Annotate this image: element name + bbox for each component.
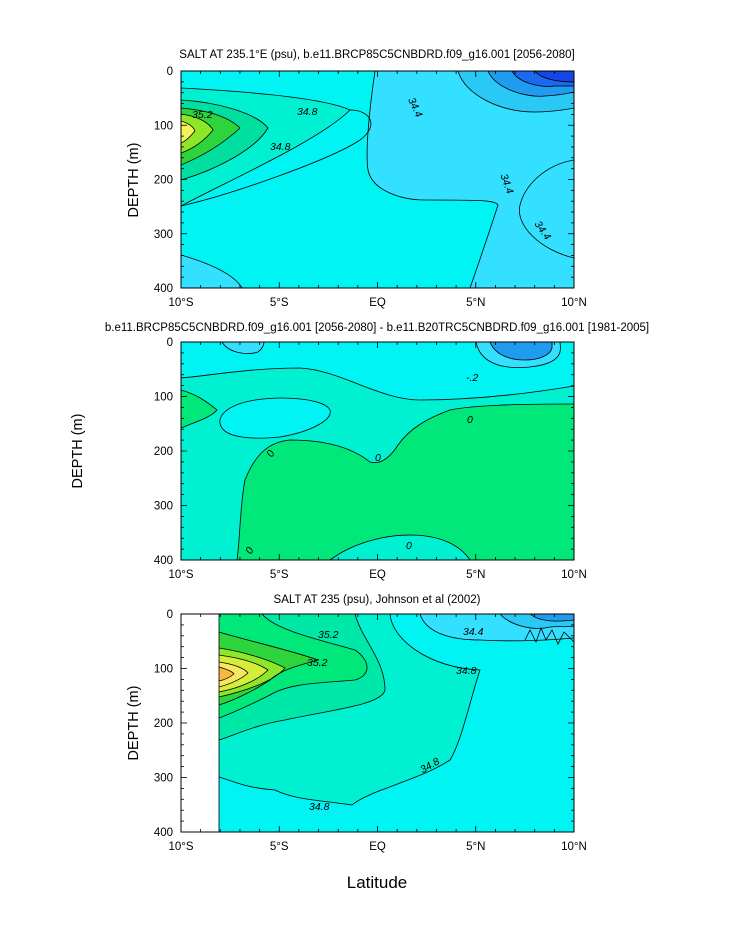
panel-1-ytick-label: 0 (167, 66, 173, 78)
panel-2-title: b.e11.BRCP85C5CNBDRD.f09_g16.001 [2056-2… (105, 322, 649, 334)
panel-3-xtick-label: 10°S (168, 841, 193, 853)
panel-2-ytick-label: 100 (154, 392, 173, 404)
panel-2-xtick-label: 5°N (466, 569, 485, 581)
panel-2-ytick-label: 0 (167, 337, 173, 349)
panel-1-xtick-label: 10°S (168, 297, 193, 309)
panel-2-ylabel: DEPTH (m) (70, 414, 86, 489)
panel-1-xtick-label: EQ (369, 297, 386, 309)
panel-3-clabel-3: 34.8 (456, 665, 477, 677)
panel-2-ytick-label: 300 (154, 501, 173, 513)
panel-3-plot-area: 35.2 35.2 34.4 34.8 34.8 34.8 (181, 614, 574, 832)
panel-2-clabel-3: 0 (375, 452, 381, 464)
panel-1-ytick-label: 100 (154, 120, 173, 132)
panel-1-ylabel: DEPTH (m) (126, 143, 142, 218)
panel-1-ytick-label: 300 (154, 229, 173, 241)
panel-1-clabel-0: 35.2 (192, 109, 213, 121)
panel-1-clabel-2: 34.8 (270, 141, 291, 153)
panel-3-ytick-label: 100 (154, 664, 173, 676)
panel-2-plot-area: -.2 0 0 0 0 0 (181, 342, 574, 560)
panel-1-clabel-1: 34.8 (297, 106, 318, 118)
panel-1-title: SALT AT 235.1°E (psu), b.e11.BRCP85C5CNB… (179, 49, 574, 61)
panel-3-xtick-label: 5°S (270, 841, 289, 853)
panel-2-clabel-1: 0 (467, 414, 473, 426)
panel-3-clabel-1: 35.2 (307, 657, 328, 669)
panel-1-xtick-label: 5°S (270, 297, 289, 309)
panel-3-xtick-label: EQ (369, 841, 386, 853)
panel-3-clabel-0: 35.2 (318, 629, 339, 641)
panel-1-xtick-label: 10°N (561, 297, 587, 309)
panel-3-ytick-label: 300 (154, 773, 173, 785)
panel-2-ytick-label: 200 (154, 446, 173, 458)
panel-3-ytick-label: 400 (154, 827, 173, 839)
panel-2-clabel-5: 0 (406, 540, 412, 552)
panel-2-xtick-label: 10°S (168, 569, 193, 581)
panel-3-title: SALT AT 235 (psu), Johnson et al (2002) (274, 594, 481, 606)
panel-3-clabel-5: 34.8 (309, 801, 330, 813)
panel-2-xtick-label: EQ (369, 569, 386, 581)
panel-3-ytick-label: 200 (154, 718, 173, 730)
figure-canvas: 35.2 34.8 34.8 34.4 34.4 34.4 -.2 (0, 0, 733, 945)
panel-3-clabel-2: 34.4 (463, 626, 484, 638)
panel-3-ytick-label: 0 (167, 609, 173, 621)
panel-2-xtick-label: 10°N (561, 569, 587, 581)
panel-1-plot-area: 35.2 34.8 34.8 34.4 34.4 34.4 (181, 71, 574, 288)
panel-1-xtick-label: 5°N (466, 297, 485, 309)
panel-1-ytick-label: 200 (154, 175, 173, 187)
x-axis-label: Latitude (347, 873, 408, 892)
panel-3-ylabel: DEPTH (m) (126, 686, 142, 761)
panel-2-ytick-label: 400 (154, 555, 173, 567)
panel-3-xtick-label: 10°N (561, 841, 587, 853)
panel-2-clabel-0: -.2 (466, 372, 478, 384)
panel-2-xtick-label: 5°S (270, 569, 289, 581)
panel-3-xtick-label: 5°N (466, 841, 485, 853)
panel-1-ytick-label: 400 (154, 283, 173, 295)
